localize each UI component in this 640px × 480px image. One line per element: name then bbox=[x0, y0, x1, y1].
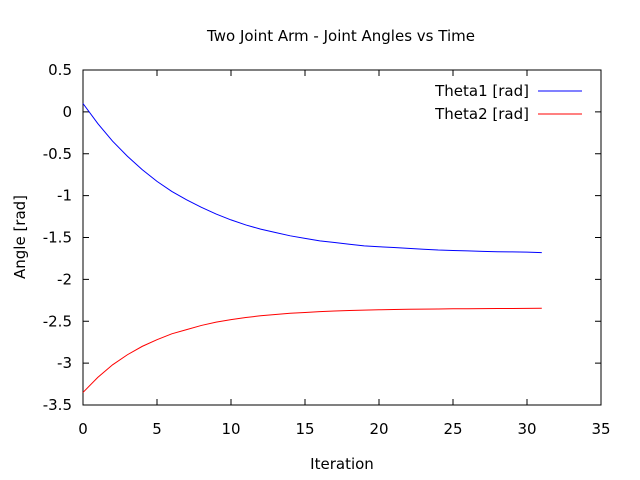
y-tick-label: -3 bbox=[57, 354, 72, 372]
y-tick-label: -3.5 bbox=[43, 396, 72, 414]
y-tick-label: 0.5 bbox=[48, 61, 72, 79]
x-tick-label: 15 bbox=[295, 420, 314, 438]
series-lines bbox=[82, 103, 542, 393]
y-tick-label: -0.5 bbox=[43, 145, 72, 163]
y-tick-label: -2 bbox=[57, 270, 72, 288]
x-tick-label: 30 bbox=[517, 420, 536, 438]
y-tick-label: -2.5 bbox=[43, 312, 72, 330]
y-tick-label: -1.5 bbox=[43, 229, 72, 247]
legend-label: Theta2 [rad] bbox=[434, 105, 529, 123]
x-tick-label: 10 bbox=[221, 420, 240, 438]
x-tick-label: 20 bbox=[369, 420, 388, 438]
x-tick-label: 25 bbox=[443, 420, 462, 438]
y-tick-label: -1 bbox=[57, 187, 72, 205]
x-tick-label: 0 bbox=[78, 420, 88, 438]
chart-title: Two Joint Arm - Joint Angles vs Time bbox=[206, 27, 475, 45]
y-tick-label: 0 bbox=[62, 103, 72, 121]
axis-ticks: 0 5 10 15 20 25 30 35 0.5 0 -0.5 -1 -1.5 -2 -2.5 -3 -3.5 bbox=[43, 61, 611, 438]
x-tick-label: 35 bbox=[591, 420, 610, 438]
series-line-theta2 bbox=[82, 307, 542, 393]
y-axis-label: Angle [rad] bbox=[11, 195, 29, 279]
legend-label: Theta1 [rad] bbox=[434, 82, 529, 100]
series-line-theta1 bbox=[82, 103, 542, 254]
x-axis-label: Iteration bbox=[310, 455, 374, 473]
x-tick-label: 5 bbox=[152, 420, 162, 438]
legend: Theta1 [rad] Theta2 [rad] bbox=[434, 82, 582, 123]
